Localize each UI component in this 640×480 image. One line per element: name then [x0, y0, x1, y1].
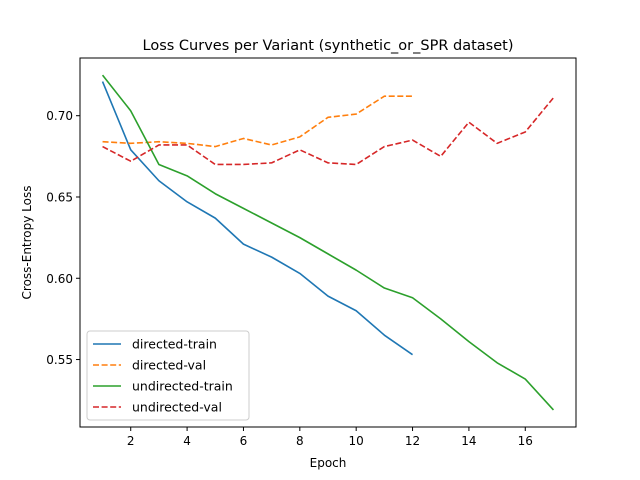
legend-label-directed-train: directed-train — [132, 337, 217, 352]
chart-title: Loss Curves per Variant (synthetic_or_SP… — [143, 38, 514, 54]
x-tick-label: 4 — [183, 434, 191, 448]
x-tick-label: 12 — [405, 434, 420, 448]
x-tick-label: 6 — [240, 434, 248, 448]
legend-box — [86, 330, 250, 421]
x-tick-label: 14 — [461, 434, 476, 448]
axes-frame — [79, 57, 577, 428]
legend: directed-train directed-val undirected-tra… — [86, 330, 250, 421]
series-line-undirected-val — [102, 97, 555, 166]
y-tick-label: 0.55 — [46, 353, 73, 367]
legend-label-undirected-train: undirected-train — [132, 379, 233, 394]
y-tick-label: 0.70 — [46, 109, 73, 123]
legend-label-directed-val: directed-val — [132, 358, 206, 373]
y-tick-label: 0.60 — [46, 272, 73, 286]
x-axis-label: Epoch — [310, 456, 347, 470]
series-layer — [101, 74, 555, 411]
x-tick-label: 16 — [518, 434, 533, 448]
axes-layer: 2 4 6 8 10 12 14 16 0.55 0.60 0.65 0.70 — [46, 57, 577, 448]
series-line-directed-train — [101, 81, 414, 356]
legend-label-undirected-val: undirected-val — [132, 400, 222, 415]
series-line-undirected-train — [101, 74, 555, 411]
x-tick-label: 8 — [296, 434, 304, 448]
y-tick-label: 0.65 — [46, 190, 73, 204]
y-axis-label: Cross-Entropy Loss — [20, 186, 34, 300]
series-line-directed-val — [102, 95, 413, 148]
x-tick-label: 10 — [349, 434, 364, 448]
x-tick-label: 2 — [127, 434, 135, 448]
